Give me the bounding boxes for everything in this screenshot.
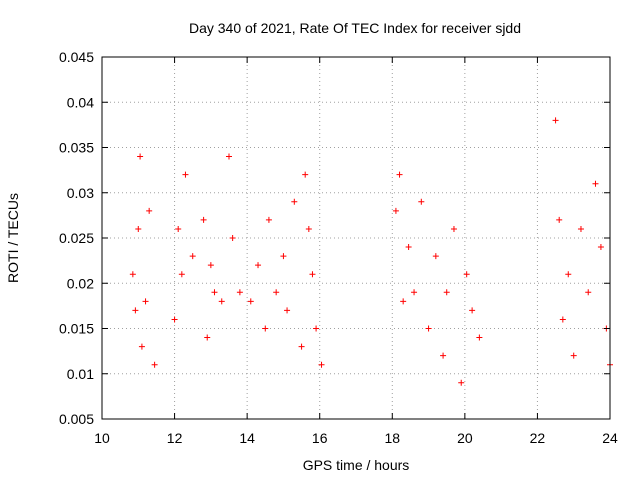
data-point <box>182 171 189 178</box>
data-point <box>450 225 457 232</box>
x-tick-label: 12 <box>167 430 183 446</box>
data-point <box>129 271 136 278</box>
data-point <box>463 271 470 278</box>
y-tick-label: 0.005 <box>59 411 94 427</box>
y-tick-label: 0.045 <box>59 49 94 65</box>
y-tick-label: 0.035 <box>59 140 94 156</box>
data-point <box>138 343 145 350</box>
x-tick-label: 10 <box>94 430 110 446</box>
data-point <box>570 352 577 359</box>
data-point <box>318 361 325 368</box>
x-tick-label: 22 <box>530 430 546 446</box>
grid-lines <box>102 57 610 419</box>
data-point <box>592 180 599 187</box>
data-point <box>556 216 563 223</box>
data-point <box>411 289 418 296</box>
x-tick-label: 24 <box>602 430 618 446</box>
data-point <box>226 153 232 160</box>
data-point <box>302 171 309 178</box>
data-points <box>129 117 613 386</box>
data-point <box>552 117 559 124</box>
data-point <box>204 334 211 341</box>
data-point <box>400 298 407 305</box>
data-point <box>211 289 218 296</box>
data-point <box>313 325 320 332</box>
data-point <box>207 262 214 269</box>
data-point <box>236 289 243 296</box>
data-point <box>432 253 439 260</box>
data-point <box>255 262 262 269</box>
data-point <box>265 216 272 223</box>
data-point <box>132 307 139 314</box>
y-tick-labels: 0.005 0.01 0.015 0.02 0.025 0.03 0.035 0.04 0.04… <box>59 49 94 427</box>
data-point <box>151 361 158 368</box>
data-point <box>291 198 298 205</box>
data-point <box>218 298 225 305</box>
x-axis-label: GPS time / hours <box>303 457 410 473</box>
data-point <box>178 271 185 278</box>
data-point <box>273 289 280 296</box>
x-tick-labels: 10 12 14 16 18 20 22 24 <box>94 430 618 446</box>
data-point <box>565 271 572 278</box>
data-point <box>577 225 584 232</box>
data-point <box>284 307 291 314</box>
data-point <box>392 207 399 214</box>
x-tick-label: 20 <box>457 430 473 446</box>
x-tick-label: 16 <box>312 430 328 446</box>
y-tick-label: 0.01 <box>67 366 94 382</box>
data-point <box>135 225 142 232</box>
data-point <box>425 325 432 332</box>
data-point <box>142 298 149 305</box>
data-point <box>171 316 178 323</box>
y-tick-label: 0.04 <box>67 94 94 110</box>
data-point <box>443 289 450 296</box>
data-point <box>280 253 287 260</box>
data-point <box>476 334 483 341</box>
data-point <box>229 235 236 241</box>
x-tick-label: 14 <box>239 430 255 446</box>
data-point <box>305 225 312 232</box>
data-point <box>440 352 447 359</box>
data-point <box>458 379 465 386</box>
x-tick-label: 18 <box>384 430 400 446</box>
data-point <box>469 307 476 314</box>
y-tick-label: 0.02 <box>67 275 94 291</box>
data-point <box>559 316 566 323</box>
data-point <box>597 244 604 251</box>
y-tick-label: 0.03 <box>67 185 94 201</box>
data-point <box>137 153 144 160</box>
data-point <box>405 244 412 251</box>
data-point <box>189 253 196 260</box>
axis-ticks <box>101 56 611 420</box>
data-point <box>298 343 305 350</box>
data-point <box>309 271 316 278</box>
data-point <box>175 225 182 232</box>
data-point <box>146 207 153 214</box>
data-point <box>585 289 592 296</box>
y-tick-label: 0.025 <box>59 230 94 246</box>
data-point <box>262 325 269 332</box>
y-axis-label: ROTI / TECUs <box>5 193 21 283</box>
data-point <box>247 298 254 305</box>
data-point <box>418 198 425 205</box>
y-tick-label: 0.015 <box>59 321 94 337</box>
data-point <box>200 216 207 223</box>
chart-title: Day 340 of 2021, Rate Of TEC Index for r… <box>189 20 521 36</box>
data-point <box>396 171 403 178</box>
